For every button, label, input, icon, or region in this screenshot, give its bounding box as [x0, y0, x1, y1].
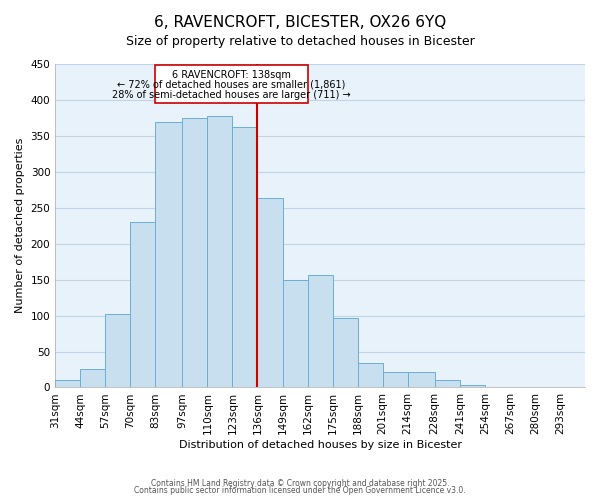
Text: Contains HM Land Registry data © Crown copyright and database right 2025.: Contains HM Land Registry data © Crown c…	[151, 478, 449, 488]
Bar	[358, 363, 383, 388]
Text: 28% of semi-detached houses are larger (711) →: 28% of semi-detached houses are larger (…	[112, 90, 351, 100]
Bar	[55, 380, 80, 388]
Bar	[208, 116, 232, 388]
Text: 6 RAVENCROFT: 138sqm: 6 RAVENCROFT: 138sqm	[172, 70, 291, 80]
Bar	[80, 370, 105, 388]
Text: Size of property relative to detached houses in Bicester: Size of property relative to detached ho…	[125, 35, 475, 48]
Bar	[408, 372, 435, 388]
Bar	[105, 314, 130, 388]
Bar	[130, 222, 155, 388]
Bar	[383, 372, 408, 388]
Bar	[460, 386, 485, 388]
Bar	[308, 276, 332, 388]
Bar	[283, 280, 308, 388]
Bar	[435, 380, 460, 388]
Bar	[257, 198, 283, 388]
Text: ← 72% of detached houses are smaller (1,861): ← 72% of detached houses are smaller (1,…	[117, 79, 346, 89]
Bar	[155, 66, 308, 103]
Text: Contains public sector information licensed under the Open Government Licence v3: Contains public sector information licen…	[134, 486, 466, 495]
Bar	[155, 122, 182, 388]
Bar	[332, 318, 358, 388]
Y-axis label: Number of detached properties: Number of detached properties	[15, 138, 25, 314]
Bar	[232, 128, 257, 388]
Bar	[182, 118, 208, 388]
Bar	[485, 386, 510, 388]
X-axis label: Distribution of detached houses by size in Bicester: Distribution of detached houses by size …	[179, 440, 461, 450]
Text: 6, RAVENCROFT, BICESTER, OX26 6YQ: 6, RAVENCROFT, BICESTER, OX26 6YQ	[154, 15, 446, 30]
